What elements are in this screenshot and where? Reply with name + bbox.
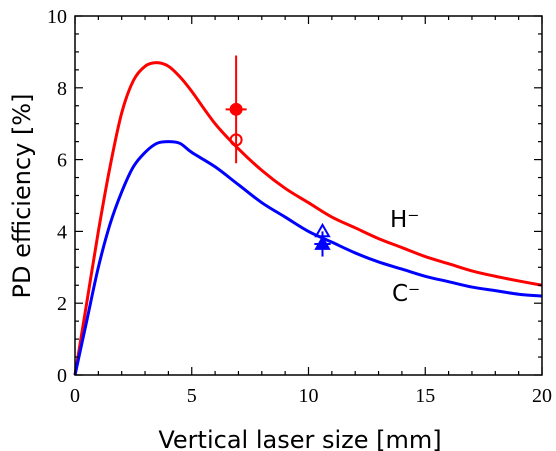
x-tick-label: 15	[415, 385, 435, 407]
y-tick-label: 10	[47, 6, 67, 28]
h-minus-curve	[73, 61, 543, 376]
measurement-point-2	[314, 231, 331, 257]
y-tick-label: 6	[57, 150, 67, 172]
measurement-markers	[225, 55, 331, 257]
series-label-h-minus: H⁻	[390, 207, 419, 233]
plot-frame	[74, 15, 543, 376]
measurement-point-3	[314, 222, 331, 238]
tick-labels: 0 5 10 15 20 0 2 4 6 8 10	[47, 6, 552, 407]
x-tick-label: 10	[299, 385, 319, 407]
x-tick-label: 20	[532, 385, 552, 407]
circle-marker	[229, 102, 243, 116]
c-minus-curve	[73, 140, 543, 376]
y-axis-title: PD efficiency [%]	[8, 94, 36, 299]
series-label-c-minus: C⁻	[392, 281, 420, 307]
series-curves	[73, 61, 543, 376]
triangle-marker	[314, 235, 331, 250]
triangle-marker	[314, 222, 331, 238]
measurement-point-1	[229, 133, 243, 147]
x-tick-label: 0	[70, 385, 80, 407]
y-tick-label: 2	[57, 293, 67, 315]
y-tick-label: 0	[57, 365, 67, 387]
axis-ticks	[74, 15, 543, 376]
circle-marker	[229, 133, 243, 147]
measurement-point-0	[225, 55, 247, 164]
y-tick-label: 4	[57, 221, 67, 243]
x-tick-label: 5	[187, 385, 197, 407]
x-axis-title: Vertical laser size [mm]	[158, 426, 441, 451]
y-tick-label: 8	[57, 78, 67, 100]
